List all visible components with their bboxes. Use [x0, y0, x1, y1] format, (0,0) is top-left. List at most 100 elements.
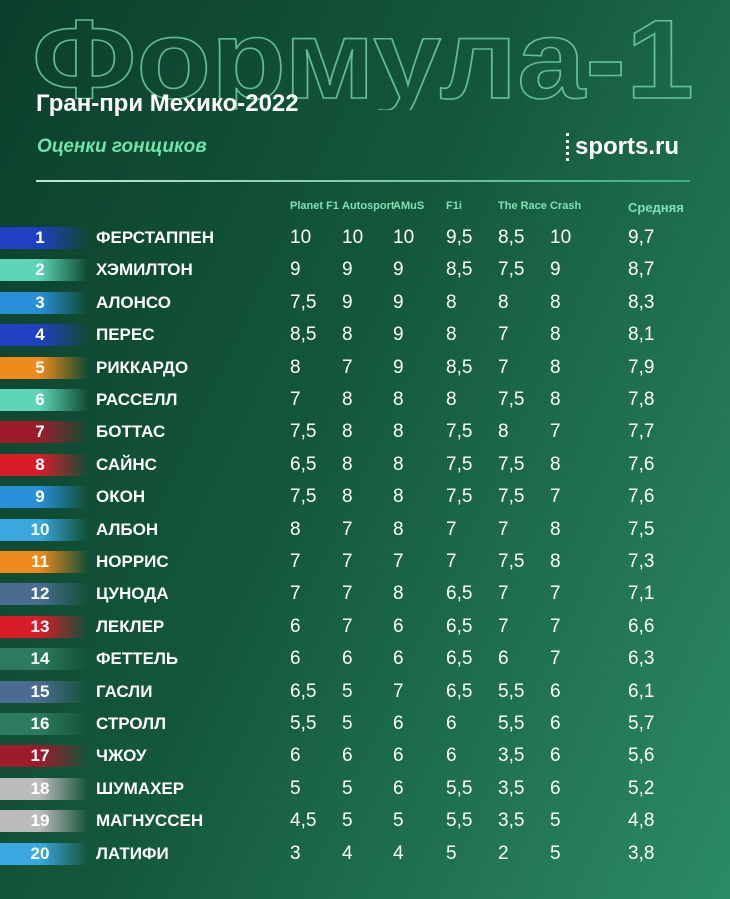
score: 6,1 — [628, 680, 655, 702]
column-header: Crash — [550, 200, 582, 212]
rank: 1 — [35, 228, 45, 247]
score: 6 — [290, 745, 301, 767]
score: 7 — [393, 680, 404, 702]
score: 8,3 — [628, 291, 655, 313]
driver-name: ФЕТТЕЛЬ — [96, 649, 179, 669]
score: 6 — [550, 777, 561, 799]
driver-name: АЛОНСО — [96, 292, 171, 312]
divider — [36, 180, 690, 182]
score: 7,5 — [446, 421, 473, 443]
driver-name: СТРОЛЛ — [96, 714, 167, 733]
score: 7 — [393, 551, 404, 572]
team-strip — [0, 421, 88, 444]
score: 9,5 — [446, 227, 473, 248]
score: 7,5 — [446, 486, 473, 508]
rank: 10 — [30, 519, 50, 539]
score: 10 — [290, 227, 312, 248]
score: 6,5 — [290, 453, 317, 475]
score: 4 — [393, 842, 404, 864]
score: 6 — [550, 680, 561, 702]
score: 8 — [393, 583, 404, 605]
rank: 12 — [30, 584, 50, 604]
rank: 4 — [35, 325, 45, 345]
team-strip — [0, 291, 88, 314]
score: 6 — [290, 615, 301, 637]
score: 6,5 — [446, 648, 473, 670]
column-header: The Race — [498, 200, 547, 212]
score: 6,3 — [628, 648, 655, 670]
score: 5 — [550, 842, 561, 864]
score: 8 — [290, 356, 301, 378]
team-strip — [0, 356, 88, 379]
team-strip — [0, 777, 88, 800]
score: 3 — [290, 842, 301, 864]
driver-name: ЦУНОДА — [96, 584, 169, 604]
score: 8,1 — [628, 324, 655, 346]
subtitle: Гран-при Мехико-2022 — [36, 90, 299, 117]
team-strip — [0, 583, 88, 606]
score: 4,5 — [290, 810, 317, 832]
driver-name: ФЕРСТАППЕН — [96, 228, 215, 247]
rank: 18 — [30, 778, 50, 798]
team-strip — [0, 389, 88, 411]
score: 8 — [342, 453, 353, 475]
score: 6 — [550, 713, 561, 734]
score: 7,1 — [628, 583, 655, 605]
team-strip — [0, 551, 88, 573]
score: 3,5 — [498, 777, 525, 799]
driver-name: САЙНС — [96, 454, 157, 474]
team-strip — [0, 680, 88, 703]
score: 7,5 — [498, 551, 525, 572]
rank: 8 — [35, 454, 45, 474]
score: 8,5 — [446, 259, 473, 281]
score: 6 — [393, 777, 404, 799]
score: 8 — [393, 453, 404, 475]
team-strip — [0, 713, 88, 735]
rank: 20 — [30, 843, 50, 863]
driver-name: ПЕРЕС — [96, 325, 155, 345]
score: 6 — [393, 648, 404, 670]
score: 6 — [393, 713, 404, 734]
team-strip — [0, 324, 88, 347]
score: 8 — [550, 356, 561, 378]
score: 7,7 — [628, 421, 655, 443]
score: 7 — [342, 615, 353, 637]
score: 5,6 — [628, 745, 655, 767]
score: 8 — [290, 518, 301, 540]
score: 9 — [342, 291, 353, 313]
score: 8 — [342, 324, 353, 346]
score: 5 — [393, 810, 404, 832]
score: 5,7 — [628, 713, 655, 734]
title: Формула-1 — [32, 0, 694, 110]
team-strip — [0, 453, 88, 476]
score: 7 — [550, 486, 561, 508]
score: 10 — [393, 227, 415, 248]
team-strip — [0, 745, 88, 768]
score: 7,3 — [628, 551, 655, 572]
score: 9,7 — [628, 227, 655, 248]
rank: 14 — [30, 649, 50, 669]
score: 6 — [342, 648, 353, 670]
score: 7 — [290, 551, 301, 572]
score: 8 — [342, 421, 353, 443]
score: 3,8 — [628, 842, 655, 864]
score: 5 — [342, 810, 353, 832]
score: 7,6 — [628, 486, 655, 508]
driver-name: ГАСЛИ — [96, 681, 153, 701]
score: 8 — [393, 486, 404, 508]
score: 7 — [550, 615, 561, 637]
score: 5,5 — [498, 713, 525, 734]
rank: 16 — [30, 714, 50, 733]
score: 4 — [342, 842, 353, 864]
score: 8 — [550, 389, 561, 410]
score: 9 — [393, 324, 404, 346]
rank: 17 — [30, 746, 50, 766]
score: 8,5 — [498, 227, 525, 248]
score: 5 — [550, 810, 561, 832]
score: 6 — [498, 648, 509, 670]
score: 7,5 — [498, 259, 525, 281]
score: 5 — [342, 680, 353, 702]
score: 7 — [290, 583, 301, 605]
score: 8 — [446, 324, 457, 346]
